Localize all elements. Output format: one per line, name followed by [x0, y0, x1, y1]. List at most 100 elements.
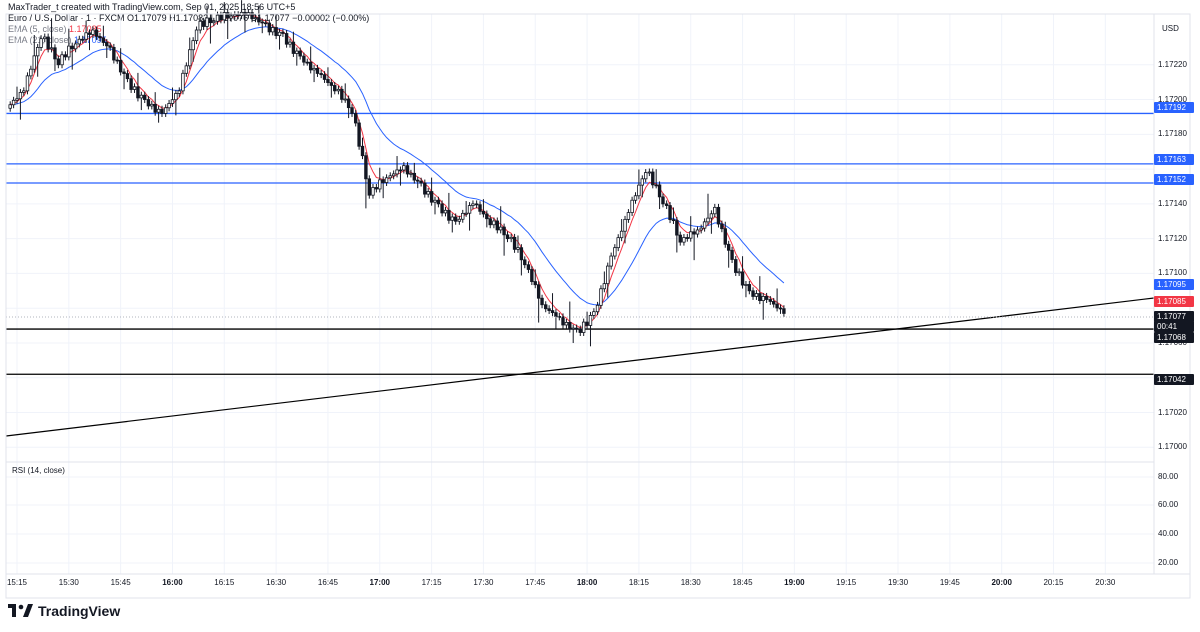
- candle-body: [740, 271, 745, 286]
- candle-body: [412, 172, 417, 181]
- symbol-name[interactable]: Euro / U.S. Dollar · 1 · FXCM: [8, 13, 125, 23]
- candle-body: [678, 234, 682, 243]
- candle-body: [447, 209, 451, 221]
- candle-body: [568, 321, 572, 330]
- candle-body: [153, 103, 157, 113]
- candle-body: [353, 113, 358, 124]
- rsi-tick: 40.00: [1158, 529, 1179, 538]
- candle-body: [626, 212, 631, 220]
- candle-body: [457, 218, 462, 222]
- candle-body: [201, 20, 206, 27]
- time-tick: 17:45: [525, 578, 546, 587]
- candle-body: [25, 75, 30, 92]
- candle-body: [450, 216, 454, 221]
- candle-body: [367, 178, 371, 196]
- candle-body: [651, 171, 655, 186]
- candle-body: [94, 29, 99, 37]
- candle-body: [461, 212, 465, 220]
- candle-body: [561, 316, 565, 326]
- candle-body: [257, 17, 261, 23]
- candle-body: [571, 327, 575, 330]
- candle-body: [63, 54, 68, 58]
- candle-body: [547, 308, 551, 311]
- candle-body: [49, 47, 54, 50]
- candle-body: [623, 218, 627, 232]
- price-tick: 1.17220: [1158, 59, 1187, 69]
- candle-body: [685, 237, 690, 239]
- horizontal-levels: [6, 112, 1154, 375]
- candle-body: [343, 98, 347, 101]
- candle-body: [139, 94, 144, 99]
- time-tick: 18:45: [732, 578, 753, 587]
- candle-body: [616, 237, 620, 249]
- candle-body: [702, 221, 707, 229]
- time-tick: 19:00: [784, 578, 805, 587]
- candle-body: [713, 206, 717, 215]
- candle-body: [630, 199, 634, 213]
- candle-body: [478, 204, 482, 212]
- candle-body: [492, 220, 496, 226]
- candle-body: [695, 229, 700, 235]
- level-tag-5: 1.17042: [1154, 374, 1194, 385]
- chart-canvas[interactable]: [0, 0, 1200, 600]
- candle-body: [498, 226, 503, 231]
- ema-short-legend[interactable]: EMA (5, close) 1.17085: [8, 24, 369, 35]
- candle-body: [429, 191, 434, 203]
- level-tag-4: 1.17068: [1154, 332, 1194, 343]
- currency-label: USD: [1162, 24, 1179, 33]
- candle-body: [253, 17, 258, 20]
- candle-body: [118, 59, 123, 73]
- candle-body: [395, 169, 399, 175]
- price-tick: 1.17200: [1158, 94, 1187, 104]
- candle-body: [374, 187, 379, 190]
- candle-body: [675, 220, 679, 236]
- time-tick: 20:15: [1043, 578, 1064, 587]
- tradingview-logo: TradingView: [8, 603, 120, 619]
- candle-body: [775, 303, 779, 309]
- candle-body: [177, 90, 181, 94]
- candle-body: [381, 179, 385, 183]
- candle-body: [156, 108, 161, 113]
- candle-body: [136, 86, 140, 99]
- candle-body: [267, 22, 272, 33]
- candle-body: [222, 12, 226, 21]
- candle-body: [236, 14, 240, 17]
- candle-body: [43, 36, 47, 40]
- ema-short-label: EMA (5, close): [8, 24, 67, 34]
- candle-body: [443, 209, 448, 214]
- candle-body: [488, 218, 492, 226]
- candle-body: [758, 293, 762, 302]
- candle-body: [115, 59, 119, 62]
- candle-body: [346, 98, 351, 109]
- candle-body: [277, 31, 282, 37]
- candle-body: [637, 184, 641, 197]
- candle-body: [284, 33, 289, 45]
- grid-lines: [6, 14, 1154, 574]
- candle-body: [29, 68, 33, 77]
- candle-body: [160, 108, 164, 114]
- candle-body: [170, 99, 175, 104]
- candle-body: [260, 21, 264, 24]
- candle-body: [181, 72, 185, 92]
- candle-body: [108, 45, 112, 48]
- candle-body: [485, 213, 489, 220]
- candle-body: [18, 92, 23, 100]
- candle-body: [519, 247, 524, 261]
- rsi-label[interactable]: RSI (14, close): [12, 466, 65, 475]
- candle-body: [544, 304, 548, 310]
- price-tick: 1.17020: [1158, 407, 1187, 417]
- candle-body: [105, 42, 109, 47]
- time-tick: 19:15: [836, 578, 857, 587]
- time-tick: 19:30: [888, 578, 909, 587]
- candle-body: [402, 165, 406, 171]
- candle-body: [436, 199, 441, 205]
- candle-body: [125, 73, 130, 80]
- candle-body: [574, 327, 579, 330]
- candle-body: [554, 312, 558, 317]
- candle-body: [730, 249, 734, 260]
- candle-body: [516, 247, 520, 250]
- candle-body: [689, 231, 693, 239]
- candle-body: [505, 234, 510, 240]
- candle-body: [35, 47, 40, 57]
- candle-body: [326, 79, 330, 83]
